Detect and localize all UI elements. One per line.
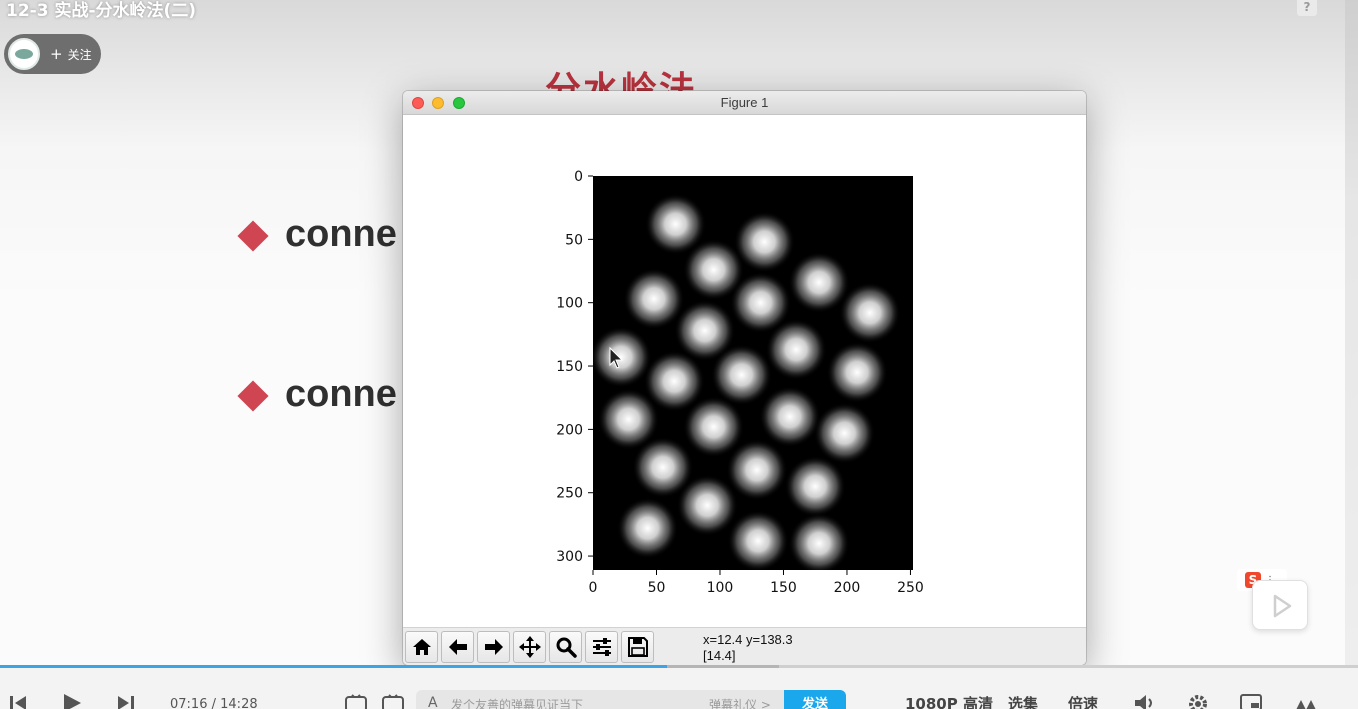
coord-value: [14.4] (703, 648, 736, 663)
y-tick-label: 50 (565, 232, 583, 248)
bullet-diamond-icon (237, 380, 269, 412)
danmaku-placeholder: 发个友善的弹幕见证当下 (451, 698, 584, 709)
heatmap-blob (784, 455, 846, 517)
question-icon[interactable]: ? (1297, 0, 1317, 16)
plus-icon: + (50, 45, 63, 63)
heatmap-blob (726, 439, 788, 501)
y-tick-label: 0 (574, 169, 583, 185)
x-tick-label: 50 (648, 580, 666, 596)
y-tick-label: 250 (556, 486, 583, 502)
save-floppy-icon[interactable] (621, 631, 654, 663)
heatmap-blob (759, 386, 821, 448)
pip-icon[interactable] (1240, 694, 1264, 709)
close-window-button[interactable] (412, 97, 424, 109)
floating-play-button[interactable] (1252, 580, 1308, 630)
heatmap-blob (632, 436, 694, 498)
heatmap-blob (839, 282, 901, 344)
follow-label: 关注 (67, 47, 92, 62)
progress-buffered (666, 665, 780, 668)
slide-heading: 分水岭法 (545, 70, 698, 92)
heatmap-blob (711, 344, 773, 406)
heatmap-blob (676, 474, 738, 536)
configure-subplots-icon[interactable] (585, 631, 618, 663)
figure-window[interactable]: Figure 1 0 50 100 150 200 250 0 50 100 150 200 250 3… (403, 91, 1086, 665)
bullet-text: conne (285, 373, 397, 415)
speed-button[interactable]: 倍速 (1068, 695, 1099, 709)
avatar[interactable] (8, 38, 40, 70)
danmaku-etiquette-link[interactable]: 弹幕礼仪 > (709, 698, 771, 709)
y-tick-label: 300 (556, 549, 583, 565)
heatmap-blob (598, 388, 660, 450)
player-control-bar: 07:16 / 14:28 A 发个友善的弹幕见证当下 弹幕礼仪 > 发送 10… (0, 668, 1358, 709)
x-tick-label: 250 (897, 580, 924, 596)
video-title: 12-3 实战-分水岭法(二) (6, 1, 197, 21)
x-tick-label: 150 (770, 580, 797, 596)
play-icon[interactable] (60, 692, 84, 709)
heatmap-blob (733, 211, 795, 273)
danmaku-settings-icon[interactable] (382, 694, 404, 709)
mouse-cursor-icon (609, 346, 624, 369)
zoom-window-button[interactable] (453, 97, 465, 109)
minimize-window-button[interactable] (432, 97, 444, 109)
heatmap-blob (826, 341, 888, 403)
progress-bar[interactable] (0, 665, 1358, 668)
heatmap-blob (674, 300, 736, 362)
heatmap-blob (617, 497, 679, 559)
text-format-icon[interactable]: A (428, 695, 438, 709)
heatmap-blob (593, 326, 652, 388)
heatmap-blob (788, 512, 850, 570)
figure-canvas[interactable]: 0 50 100 150 200 250 0 50 100 150 200 250 300 (403, 116, 1086, 627)
right-edge (1345, 0, 1358, 666)
window-title: Figure 1 (720, 95, 769, 110)
bullet-diamond-icon (237, 220, 269, 252)
time-total: 14:28 (220, 697, 258, 709)
next-icon[interactable] (116, 694, 136, 709)
quality-selector[interactable]: 1080P 高清 (905, 695, 993, 709)
follow-button[interactable]: + 关注 (4, 34, 101, 74)
danmaku-input[interactable]: A 发个友善的弹幕见证当下 弹幕礼仪 > (416, 690, 846, 709)
cursor-coordinate-readout: x=12.4 y=138.3 [14.4] (703, 632, 793, 664)
progress-played (0, 665, 667, 668)
send-danmaku-button[interactable]: 发送 (784, 690, 846, 709)
zoom-magnifier-icon[interactable] (549, 631, 582, 663)
heatmap-blob (643, 350, 705, 412)
y-tick-label: 150 (556, 359, 583, 375)
heatmap-blob (765, 319, 827, 381)
figure-toolbar: x=12.4 y=138.3 [14.4] (403, 627, 1086, 665)
home-icon[interactable] (405, 631, 438, 663)
x-tick-label: 100 (707, 580, 734, 596)
back-arrow-icon[interactable] (441, 631, 474, 663)
fullscreen-icon[interactable] (1293, 692, 1319, 709)
heatmap-blob (645, 193, 707, 255)
time-current: 07:16 (170, 697, 208, 709)
pan-move-icon[interactable] (513, 631, 546, 663)
danmaku-toggle-icon[interactable] (345, 694, 367, 709)
x-tick-label: 200 (834, 580, 861, 596)
bullet-text: conne (285, 213, 397, 255)
forward-arrow-icon[interactable] (477, 631, 510, 663)
heatmap-blob (730, 272, 792, 334)
heatmap-blob (788, 251, 850, 313)
prev-icon[interactable] (8, 694, 28, 709)
y-tick-label: 100 (556, 296, 583, 312)
episodes-button[interactable]: 选集 (1008, 695, 1039, 709)
time-separator: / (211, 697, 216, 709)
x-tick-label: 0 (589, 580, 598, 596)
heatmap-blob (813, 402, 875, 464)
settings-gear-icon[interactable] (1186, 693, 1210, 709)
heatmap-blob (683, 239, 745, 301)
play-triangle-icon (1273, 594, 1292, 618)
y-tick-label: 200 (556, 422, 583, 438)
playback-time: 07:16 / 14:28 (170, 697, 258, 709)
volume-icon[interactable] (1133, 694, 1157, 709)
heatmap-blob (683, 396, 745, 458)
heatmap-blob (623, 268, 685, 330)
heatmap-plot[interactable]: 0 50 100 150 200 250 0 50 100 150 200 250 300 (403, 116, 1086, 627)
window-titlebar[interactable]: Figure 1 (403, 91, 1086, 115)
coord-xy: x=12.4 y=138.3 (703, 632, 793, 647)
heatmap-blob (727, 510, 789, 570)
